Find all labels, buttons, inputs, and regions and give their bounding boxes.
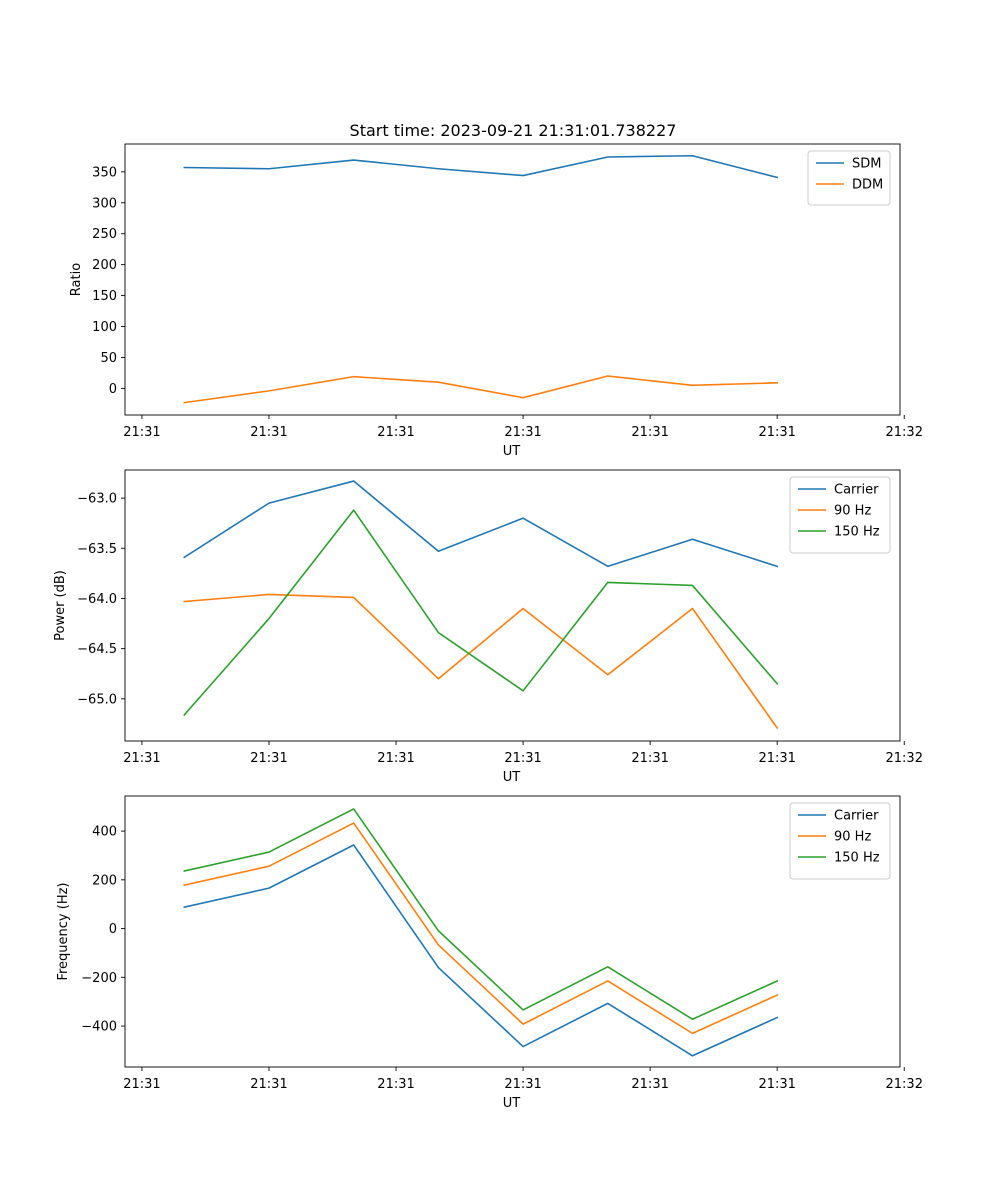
y-tick-label: −400 <box>81 1020 117 1035</box>
y-tick-label: −64.5 <box>77 642 117 657</box>
chart-panel-1: 21:31 21:31 21:31 21:31 21:31 21:31 21:32 0 50 10… <box>69 143 923 459</box>
x-tick-label: 21:31 <box>377 1077 414 1092</box>
axes-frame <box>124 469 901 742</box>
y-tick-label: 200 <box>92 873 117 888</box>
y-tick-label: 50 <box>100 351 117 366</box>
chart-panel-2: 21:31 21:31 21:31 21:31 21:31 21:31 21:32 −65.0… <box>53 469 923 785</box>
y-tick-label: 300 <box>92 196 117 211</box>
series-line-150-hz <box>183 509 779 717</box>
x-tick-label: 21:31 <box>123 1077 160 1092</box>
legend-box <box>789 476 891 554</box>
figure-title: Start time: 2023-09-21 21:31:01.738227 <box>350 121 677 140</box>
series-line-sdm <box>183 154 779 179</box>
legend-entry: DDM <box>852 178 883 193</box>
x-tick-label: 21:31 <box>377 751 414 766</box>
y-axis-label: Ratio <box>69 263 84 296</box>
x-tick-label: 21:31 <box>250 751 287 766</box>
x-tick-label: 21:31 <box>250 1077 287 1092</box>
x-tick-label: 21:31 <box>631 1077 668 1092</box>
y-tick-label: −65.0 <box>77 692 117 707</box>
x-tick-label: 21:31 <box>631 751 668 766</box>
y-tick-label: 0 <box>109 922 117 937</box>
axes-frame <box>124 795 901 1068</box>
y-tick-label: −63.5 <box>77 542 117 557</box>
x-tick-label: 21:31 <box>504 751 541 766</box>
y-tick-label: 100 <box>92 320 117 335</box>
y-tick-label: −63.0 <box>77 492 117 507</box>
legend-entry: 150 Hz <box>834 851 880 866</box>
legend-entry: 90 Hz <box>834 830 871 845</box>
legend-box <box>807 150 891 206</box>
y-tick-label: 200 <box>92 258 117 273</box>
y-tick-label: 350 <box>92 165 117 180</box>
x-axis-label: UT <box>503 770 521 785</box>
x-tick-label: 21:31 <box>123 751 160 766</box>
legend: Carrier 90 Hz 150 Hz <box>789 802 891 880</box>
x-tick-label: 21:31 <box>123 425 160 440</box>
legend-entry: SDM <box>852 157 881 172</box>
y-tick-label: 400 <box>92 825 117 840</box>
y-axis-label: Frequency (Hz) <box>56 882 71 980</box>
legend-entry: Carrier <box>834 809 879 824</box>
x-axis-label: UT <box>503 1096 521 1111</box>
series-line-carrier <box>183 844 779 1057</box>
series-line-150-hz <box>183 808 779 1021</box>
y-tick-label: 0 <box>109 382 117 397</box>
y-axis-label: Power (dB) <box>53 570 68 641</box>
series-line-carrier <box>183 480 779 568</box>
x-tick-label: 21:32 <box>886 1077 923 1092</box>
legend-entry: 150 Hz <box>834 525 880 540</box>
x-tick-label: 21:32 <box>886 425 923 440</box>
series-line-90-hz <box>183 593 779 730</box>
series-line-ddm <box>183 375 779 404</box>
x-tick-label: 21:32 <box>886 751 923 766</box>
x-tick-label: 21:31 <box>758 1077 795 1092</box>
y-tick-label: −64.0 <box>77 592 117 607</box>
x-tick-label: 21:31 <box>250 425 287 440</box>
y-tick-label: 250 <box>92 227 117 242</box>
y-tick-label: −200 <box>81 971 117 986</box>
x-tick-label: 21:31 <box>758 751 795 766</box>
axes-frame <box>124 143 901 416</box>
x-tick-label: 21:31 <box>631 425 668 440</box>
y-tick-label: 150 <box>92 289 117 304</box>
legend-entry: Carrier <box>834 483 879 498</box>
series-line-90-hz <box>183 822 779 1035</box>
chart-panel-3: 21:31 21:31 21:31 21:31 21:31 21:31 21:32 −400 −… <box>56 795 923 1111</box>
legend-box <box>789 802 891 880</box>
legend: SDM DDM <box>807 150 891 206</box>
x-tick-label: 21:31 <box>504 425 541 440</box>
x-tick-label: 21:31 <box>377 425 414 440</box>
x-tick-label: 21:31 <box>758 425 795 440</box>
legend-entry: 90 Hz <box>834 504 871 519</box>
x-tick-label: 21:31 <box>504 1077 541 1092</box>
x-axis-label: UT <box>503 444 521 459</box>
legend: Carrier 90 Hz 150 Hz <box>789 476 891 554</box>
